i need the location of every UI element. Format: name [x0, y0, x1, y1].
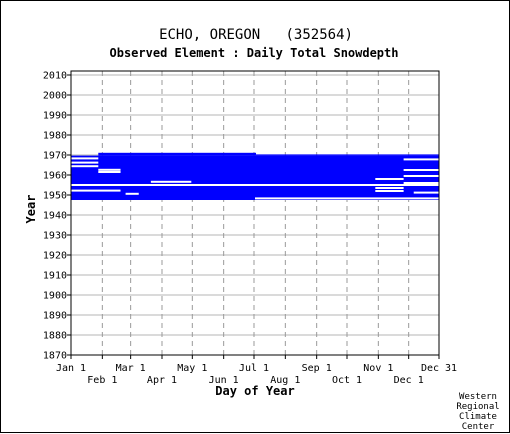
x-tick-label: Dec 1	[394, 375, 424, 386]
plot-background	[71, 71, 439, 355]
y-tick-label: 1900	[43, 291, 67, 302]
y-tick-label: 1990	[43, 111, 67, 122]
x-tick-label: May 1	[177, 363, 207, 374]
missing-data-gap	[98, 171, 121, 173]
y-tick-label: 1940	[43, 211, 67, 222]
y-tick-label: 1880	[43, 331, 67, 342]
credit-line: Regional	[456, 402, 499, 412]
y-tick-label: 1980	[43, 131, 67, 142]
missing-data-gap	[255, 197, 439, 200]
x-tick-label: Feb 1	[87, 375, 117, 386]
missing-data-gap	[71, 165, 99, 168]
x-tick-label: Oct 1	[332, 375, 362, 386]
missing-data-gap	[375, 178, 404, 180]
missing-data-gap	[150, 180, 192, 183]
y-tick-label: 1910	[43, 271, 67, 282]
credit-line: Center	[462, 422, 495, 432]
y-tick-label: 1890	[43, 311, 67, 322]
y-tick-label: 1920	[43, 251, 67, 262]
missing-data-gap	[375, 190, 404, 192]
x-tick-label: Jul 1	[239, 363, 269, 374]
y-axis: 1870 1880 1890 1900 1910 1920 1930 1940 1950 1960…	[43, 71, 71, 362]
chart-subtitle: Observed Element : Daily Total Snowdepth	[110, 46, 399, 60]
missing-data-gap	[375, 187, 404, 189]
credit-line: Western	[459, 392, 497, 402]
missing-data-gap	[71, 189, 121, 192]
y-tick-label: 1870	[43, 351, 67, 362]
data-coverage-block	[256, 154, 439, 156]
y-tick-label: 2010	[43, 71, 67, 82]
plot-area	[70, 70, 440, 356]
y-tick-label: 1930	[43, 231, 67, 242]
x-tick-label: Dec 31	[421, 363, 457, 374]
missing-data-gap	[403, 158, 439, 161]
x-tick-label: Jan 1	[56, 363, 86, 374]
missing-data-gap	[403, 175, 439, 177]
missing-data-gap	[413, 191, 439, 194]
missing-data-gap	[71, 184, 439, 186]
x-tick-label: Nov 1	[363, 363, 393, 374]
y-tick-label: 1960	[43, 171, 67, 182]
missing-data-gap	[403, 169, 439, 171]
y-axis-title: Year	[24, 195, 38, 224]
x-tick-label: Jun 1	[209, 375, 239, 386]
plot-border	[70, 70, 440, 356]
x-tick-label: Aug 1	[270, 375, 300, 386]
data-layer	[71, 152, 439, 200]
x-tick-label: Apr 1	[147, 375, 177, 386]
y-tick-label: 1950	[43, 191, 67, 202]
missing-data-gap	[71, 157, 99, 160]
x-axis-title: Day of Year	[215, 384, 294, 398]
x-tick-label: Mar 1	[116, 363, 146, 374]
missing-data-gap	[71, 161, 99, 164]
y-tick-label: 2000	[43, 91, 67, 102]
data-coverage-block	[98, 152, 257, 156]
missing-data-gap	[125, 192, 139, 195]
x-axis: Jan 1 Mar 1 May 1 Jul 1 Sep 1 Nov 1 Dec 31 Feb …	[56, 355, 457, 386]
x-tick-label: Sep 1	[302, 363, 332, 374]
y-tick-label: 1970	[43, 151, 67, 162]
missing-data-gap	[98, 168, 121, 171]
credit-line: Climate	[459, 412, 497, 422]
missing-data-gap	[403, 182, 439, 184]
chart-title: ECHO, OREGON (352564)	[159, 27, 353, 43]
data-coverage-block	[71, 155, 439, 200]
